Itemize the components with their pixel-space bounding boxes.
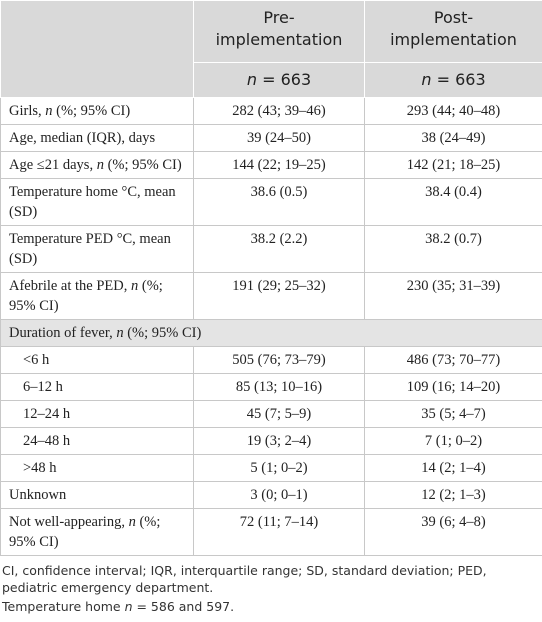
corner-cell: [0, 0, 194, 98]
row-label: 6–12 h: [0, 373, 194, 401]
table-row: 6–12 h 85 (13; 10–16) 109 (16; 14–20): [0, 373, 542, 401]
column-title: Post-implementation: [390, 8, 517, 49]
table-row: Age, median (IQR), days 39 (24–50) 38 (24–…: [0, 124, 542, 152]
cell-value: 7 (1; 0–2): [364, 427, 542, 455]
cell-value: 14 (2; 1–4): [364, 454, 542, 482]
cell-value: 19 (3; 2–4): [193, 427, 365, 455]
footnotes: CI, confidence interval; IQR, interquart…: [0, 556, 542, 615]
cell-value: 3 (0; 0–1): [193, 481, 365, 509]
n-header: n = 663: [364, 62, 542, 98]
row-label: Unknown: [0, 481, 194, 509]
table-row: Temperature home °C, mean (SD) 38.6 (0.5)…: [0, 178, 542, 226]
table-row: <6 h 505 (76; 73–79) 486 (73; 70–77): [0, 346, 542, 374]
row-label: Age, median (IQR), days: [0, 124, 194, 152]
cell-value: 282 (43; 39–46): [193, 97, 365, 125]
cell-value: 293 (44; 40–48): [364, 97, 542, 125]
cell-value: 35 (5; 4–7): [364, 400, 542, 428]
row-label: 12–24 h: [0, 400, 194, 428]
cell-value: 39 (6; 4–8): [364, 508, 542, 556]
cell-value: 38 (24–49): [364, 124, 542, 152]
column-header: Post-implementation: [364, 0, 542, 63]
section-row: Duration of fever, n (%; 95% CI): [0, 319, 542, 347]
row-label: Temperature home °C, mean (SD): [0, 178, 194, 226]
row-label: Not well-appearing, n (%; 95% CI): [0, 508, 194, 556]
table-row: Unknown 3 (0; 0–1) 12 (2; 1–3): [0, 481, 542, 509]
column-header: Pre-implementation: [193, 0, 365, 63]
cell-value: 45 (7; 5–9): [193, 400, 365, 428]
data-table: Pre-implementation Post-implementation n…: [0, 0, 542, 556]
table-row: 12–24 h 45 (7; 5–9) 35 (5; 4–7): [0, 400, 542, 428]
cell-value: 39 (24–50): [193, 124, 365, 152]
table-row: Age ≤21 days, n (%; 95% CI) 144 (22; 19–2…: [0, 151, 542, 179]
footnote: Temperature home n = 586 and 597.: [2, 599, 235, 614]
cell-value: 109 (16; 14–20): [364, 373, 542, 401]
row-label: <6 h: [0, 346, 194, 374]
cell-value: 144 (22; 19–25): [193, 151, 365, 179]
row-label: >48 h: [0, 454, 194, 482]
cell-value: 230 (35; 31–39): [364, 272, 542, 320]
table-row: Afebrile at the PED, n (%; 95% CI) 191 (2…: [0, 272, 542, 320]
table-row: Not well-appearing, n (%; 95% CI) 72 (11;…: [0, 508, 542, 556]
cell-value: 505 (76; 73–79): [193, 346, 365, 374]
cell-value: 5 (1; 0–2): [193, 454, 365, 482]
row-label: Afebrile at the PED, n (%; 95% CI): [0, 272, 194, 320]
cell-value: 12 (2; 1–3): [364, 481, 542, 509]
cell-value: 38.2 (0.7): [364, 225, 542, 273]
cell-value: 38.6 (0.5): [193, 178, 365, 226]
table-body: Girls, n (%; 95% CI) 282 (43; 39–46) 293 (…: [0, 97, 542, 556]
table-row: 24–48 h 19 (3; 2–4) 7 (1; 0–2): [0, 427, 542, 455]
table-row: Girls, n (%; 95% CI) 282 (43; 39–46) 293 (…: [0, 97, 542, 125]
cell-value: 85 (13; 10–16): [193, 373, 365, 401]
cell-value: 38.4 (0.4): [364, 178, 542, 226]
row-label: 24–48 h: [0, 427, 194, 455]
cell-value: 486 (73; 70–77): [364, 346, 542, 374]
row-label: Age ≤21 days, n (%; 95% CI): [0, 151, 194, 179]
footnote: CI, confidence interval; IQR, interquart…: [2, 563, 487, 595]
column-title: Pre-implementation: [215, 8, 343, 49]
row-label: Girls, n (%; 95% CI): [0, 97, 194, 125]
table-row: Temperature PED °C, mean (SD) 38.2 (2.2) 3…: [0, 225, 542, 273]
n-header: n = 663: [193, 62, 365, 98]
row-label: Temperature PED °C, mean (SD): [0, 225, 194, 273]
cell-value: 142 (21; 18–25): [364, 151, 542, 179]
section-title: Duration of fever, n (%; 95% CI): [0, 319, 542, 347]
cell-value: 191 (29; 25–32): [193, 272, 365, 320]
cell-value: 38.2 (2.2): [193, 225, 365, 273]
cell-value: 72 (11; 7–14): [193, 508, 365, 556]
